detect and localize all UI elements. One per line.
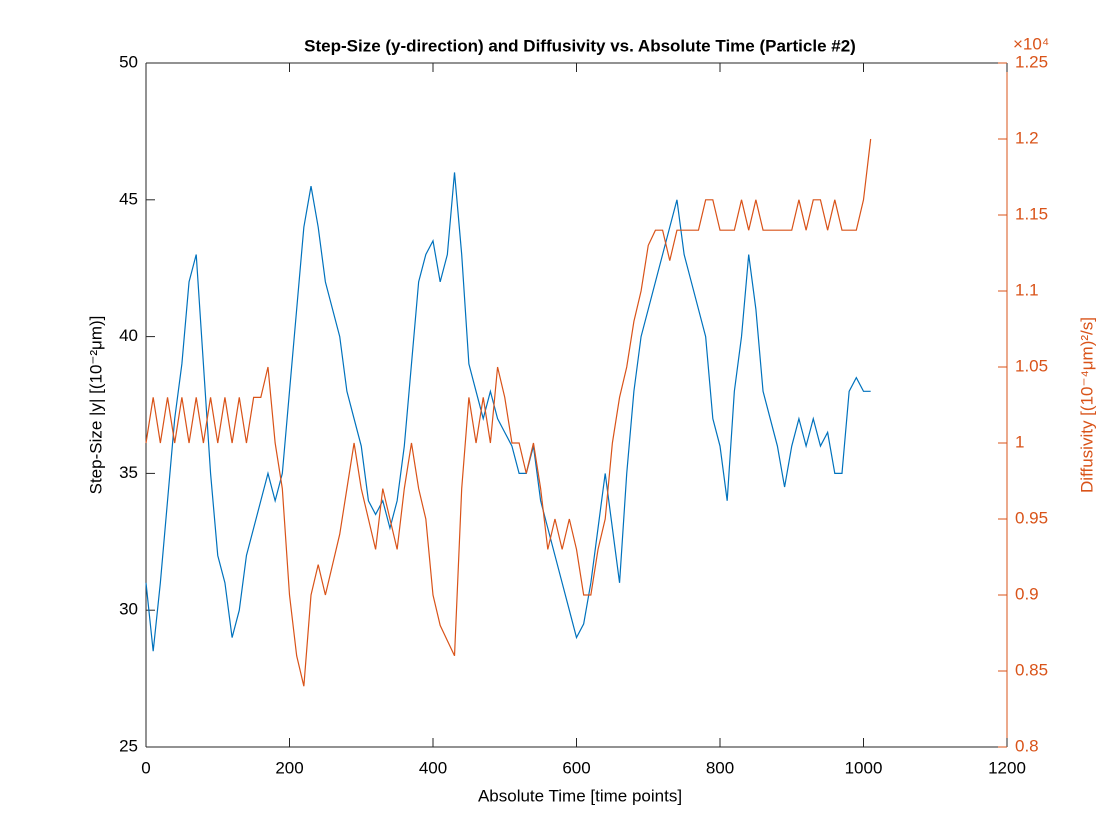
y2-tick-label: 0.9 bbox=[1015, 584, 1039, 603]
y-tick-label: 40 bbox=[119, 326, 138, 345]
x-tick-label: 1200 bbox=[988, 758, 1026, 777]
x-tick-label: 800 bbox=[706, 758, 734, 777]
x-tick-label: 0 bbox=[141, 758, 150, 777]
y2-tick-label: 1 bbox=[1015, 432, 1024, 451]
x-tick-label: 200 bbox=[275, 758, 303, 777]
y2-tick-label: 0.95 bbox=[1015, 508, 1048, 527]
chart-title: Step-Size (y-direction) and Diffusivity … bbox=[304, 36, 856, 55]
y2-tick-label: 1.05 bbox=[1015, 356, 1048, 375]
y2-tick-label: 1.15 bbox=[1015, 204, 1048, 223]
y-tick-label: 50 bbox=[119, 52, 138, 71]
x-tick-label: 400 bbox=[419, 758, 447, 777]
y2-tick-label: 0.85 bbox=[1015, 660, 1048, 679]
y2-tick-label: 1.1 bbox=[1015, 280, 1039, 299]
data-line bbox=[145, 172, 871, 652]
y-tick-label: 35 bbox=[119, 463, 138, 482]
y-tick-label: 25 bbox=[119, 736, 138, 755]
y-tick-label: 45 bbox=[119, 189, 138, 208]
x-tick-label: 600 bbox=[562, 758, 590, 777]
y2-tick-label: 1.25 bbox=[1015, 52, 1048, 71]
y2-multiplier: ×10⁴ bbox=[1013, 34, 1049, 53]
y-tick-label: 30 bbox=[119, 600, 138, 619]
y-axis-label: Step-Size |y| [(10⁻²μm)] bbox=[86, 316, 105, 495]
data-line bbox=[145, 138, 872, 687]
y2-tick-label: 1.2 bbox=[1015, 128, 1039, 147]
y2-axis-label: Diffusivity [(10⁻⁴μm)²/s] bbox=[1077, 317, 1096, 493]
x-axis-label: Absolute Time [time points] bbox=[478, 786, 682, 805]
y2-tick-label: 0.8 bbox=[1015, 736, 1039, 755]
x-tick-label: 1000 bbox=[845, 758, 883, 777]
